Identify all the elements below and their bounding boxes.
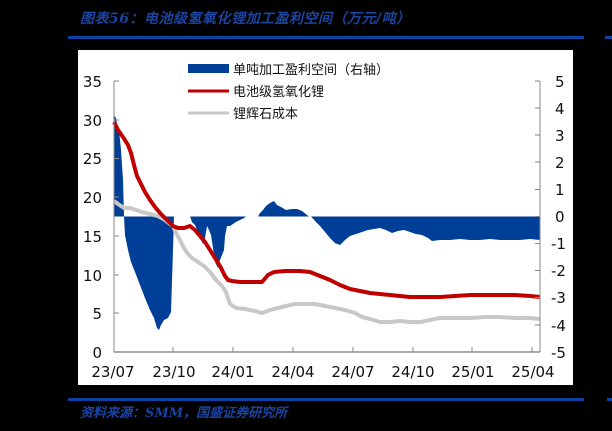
svg-text:5: 5 [92, 305, 102, 323]
svg-text:-3: -3 [551, 289, 566, 307]
svg-text:0: 0 [92, 344, 102, 362]
svg-text:25: 25 [83, 150, 102, 168]
right-axis-ticks [535, 80, 540, 326]
profit-area-series [114, 115, 540, 330]
svg-text:24/07: 24/07 [331, 363, 374, 381]
svg-text:20: 20 [83, 189, 102, 207]
lithium-hydroxide-line [112, 121, 541, 299]
svg-text:15: 15 [83, 228, 102, 246]
right-axis-labels: 5 4 3 2 1 0 -1 -2 -3 -4 -5 [551, 73, 566, 362]
svg-text:3: 3 [555, 127, 565, 145]
svg-text:24/04: 24/04 [271, 363, 314, 381]
legend: 单吨加工盈利空间（右轴） 电池级氢氧化锂 锂辉石成本 [188, 63, 389, 122]
x-axis-labels: 23/07 23/10 24/01 24/04 24/07 24/10 25/0… [91, 363, 554, 381]
svg-text:30: 30 [83, 112, 102, 130]
header-rule-tail [605, 36, 612, 39]
svg-text:-1: -1 [551, 235, 566, 253]
chart-title: 图表56：电池级氢氧化锂加工盈利空间（万元/吨） [80, 11, 411, 27]
footer-rule-tail [607, 398, 612, 401]
legend-label-spodumene: 锂辉石成本 [233, 107, 298, 122]
svg-text:-2: -2 [551, 262, 566, 280]
svg-text:25/04: 25/04 [511, 363, 554, 381]
legend-label-lioh: 电池级氢氧化锂 [233, 85, 324, 100]
header-rule [68, 36, 584, 39]
svg-text:-4: -4 [551, 317, 566, 335]
footer-rule [68, 398, 584, 401]
svg-text:-5: -5 [551, 344, 566, 362]
svg-text:10: 10 [83, 267, 102, 285]
left-axis-ticks [114, 80, 119, 314]
svg-text:24/10: 24/10 [391, 363, 434, 381]
svg-text:23/10: 23/10 [152, 363, 195, 381]
legend-label-profit: 单吨加工盈利空间（右轴） [233, 63, 389, 78]
svg-text:4: 4 [555, 100, 565, 118]
left-axis-labels: 35 30 25 20 15 10 5 0 [83, 73, 102, 362]
svg-text:24/01: 24/01 [211, 363, 254, 381]
source-note: 资料来源：SMM，国盛证券研究所 [80, 406, 288, 421]
legend-swatch-profit [188, 64, 229, 73]
svg-text:2: 2 [555, 154, 565, 172]
svg-text:5: 5 [555, 73, 565, 91]
x-axis-ticks [172, 347, 533, 352]
svg-text:1: 1 [555, 181, 565, 199]
svg-text:35: 35 [83, 73, 102, 91]
svg-text:0: 0 [555, 208, 565, 226]
svg-text:23/07: 23/07 [91, 363, 134, 381]
svg-text:25/01: 25/01 [451, 363, 494, 381]
